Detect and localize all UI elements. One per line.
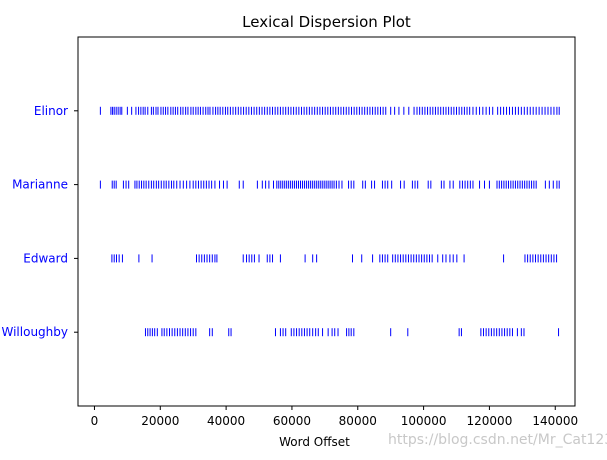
x-axis-ticks: 0 20000 40000 60000 80000 100000 120000 140000 bbox=[91, 406, 578, 428]
watermark-text: https://blog.csdn.net/Mr_Cat123 bbox=[388, 432, 607, 448]
y-tick-label-edward: Edward bbox=[23, 251, 68, 265]
x-tick-label: 20000 bbox=[141, 414, 179, 428]
x-tick-label: 100000 bbox=[401, 414, 447, 428]
y-tick-label-marianne: Marianne bbox=[12, 178, 68, 192]
x-axis-label: Word Offset bbox=[279, 435, 350, 449]
y-axis-ticks: Elinor Marianne Edward Willoughby bbox=[2, 104, 78, 339]
x-tick-label: 120000 bbox=[467, 414, 513, 428]
x-tick-label: 80000 bbox=[339, 414, 377, 428]
plot-frame bbox=[77, 36, 576, 407]
x-tick-label: 40000 bbox=[207, 414, 245, 428]
dispersion-marks bbox=[99, 106, 560, 337]
x-tick-label: 60000 bbox=[273, 414, 311, 428]
y-tick-label-willoughby: Willoughby bbox=[2, 325, 69, 339]
x-tick-label: 140000 bbox=[532, 414, 578, 428]
x-tick-label: 0 bbox=[91, 414, 99, 428]
y-tick-label-elinor: Elinor bbox=[34, 104, 68, 118]
chart-title: Lexical Dispersion Plot bbox=[242, 13, 411, 31]
